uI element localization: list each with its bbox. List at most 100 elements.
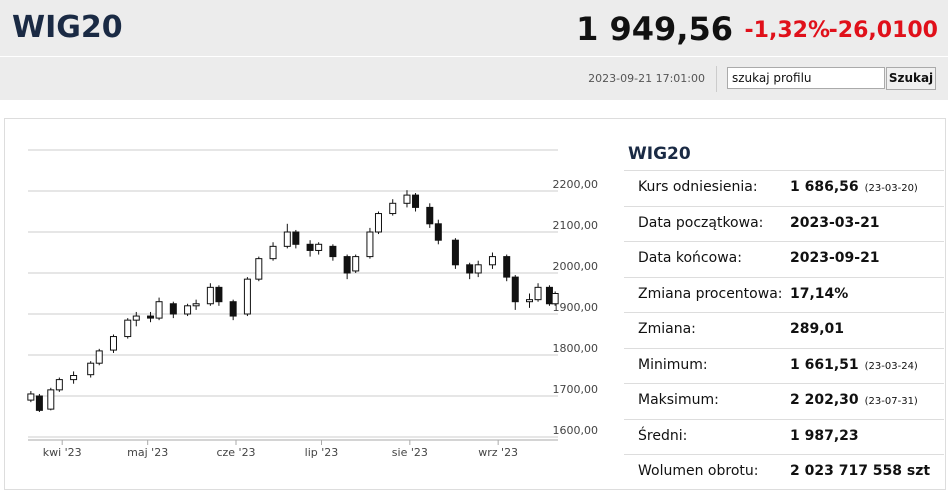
candle-body (451, 239, 459, 266)
candle-body (155, 301, 163, 319)
stats-row: Data początkowa: 2023-03-21 (624, 205, 944, 242)
candle-body (132, 315, 140, 321)
stat-label: Kurs odniesienia: (638, 179, 758, 195)
candle-body (474, 264, 482, 274)
stat-value: 2 202,30 (23-07-31) (790, 392, 918, 408)
separator (0, 56, 948, 57)
candle-body (229, 301, 237, 317)
stat-label: Maksimum: (638, 392, 719, 408)
x-tick-label: sie '23 (392, 446, 428, 459)
candle-body (283, 231, 291, 247)
stat-note: (23-03-20) (864, 183, 918, 194)
candle-body (47, 389, 55, 410)
search-button[interactable]: Szukaj (886, 67, 936, 90)
candle-body (551, 293, 559, 305)
search-input[interactable]: szukaj profilu (727, 67, 885, 89)
y-tick-label: 2100,00 (553, 219, 599, 232)
y-tick-label: 2200,00 (553, 178, 599, 191)
change-pct: -1,32% (744, 18, 830, 43)
candle-body (215, 286, 223, 303)
stats-row: Minimum: 1 661,51 (23-03-24) (624, 347, 944, 384)
stat-value: 289,01 (790, 321, 845, 337)
candle-body (426, 206, 434, 225)
candle-body (35, 395, 43, 411)
candle-body (503, 256, 511, 278)
candle-body (488, 256, 496, 266)
stats-row: Zmiana procentowa: 17,14% (624, 276, 944, 313)
candle-body (511, 276, 519, 303)
y-tick-label: 2000,00 (553, 260, 599, 273)
candle-body (366, 231, 374, 258)
candle-body (169, 303, 177, 315)
candle-body (243, 278, 251, 315)
candle-body (389, 202, 397, 215)
stats-row: Wolumen obrotu: 2 023 717 558 szt (624, 454, 944, 490)
stat-label: Data początkowa: (638, 214, 764, 231)
candle-body (292, 231, 300, 245)
candle-body (269, 245, 277, 260)
candle-body (352, 256, 360, 272)
candle-body (192, 303, 200, 307)
panel-title: WIG20 (628, 144, 691, 164)
candle-body (466, 264, 474, 274)
candle-body (55, 379, 63, 391)
stat-label: Data końcowa: (638, 250, 742, 266)
stat-label: Zmiana procentowa: (638, 285, 783, 302)
candle-body (374, 213, 382, 233)
change: -26,0100 (828, 18, 938, 43)
candle-body (124, 319, 132, 338)
x-tick-label: lip '23 (305, 446, 339, 459)
stat-value: 1 661,51 (23-03-24) (790, 356, 918, 373)
candle-body (526, 299, 534, 303)
candle-body (255, 258, 263, 280)
candle-body (70, 375, 78, 381)
y-tick-label: 1700,00 (553, 383, 599, 396)
stat-value: 2023-09-21 (790, 250, 880, 266)
candle-body (434, 223, 442, 241)
candle-body (534, 286, 542, 301)
candle-body (343, 256, 351, 274)
candle-body (109, 336, 117, 351)
stat-value: 1 686,56 (23-03-20) (790, 179, 918, 195)
x-tick-label: cze '23 (216, 446, 255, 459)
y-tick-label: 1800,00 (553, 342, 599, 355)
candle-body (147, 315, 155, 319)
chart: 1600,00 1700,00 1800,00 1900,00 2000,00 2100,… (27, 149, 599, 459)
stat-label: Średni: (638, 427, 688, 444)
divider (716, 66, 717, 92)
stat-value: 2023-03-21 (790, 214, 880, 231)
stats-row: Kurs odniesienia: 1 686,56 (23-03-20) (624, 170, 944, 206)
stat-note: (23-03-24) (864, 360, 918, 372)
candle-body (184, 305, 192, 315)
candle-body (315, 243, 323, 251)
candle-body (329, 245, 337, 258)
x-tick-label: maj '23 (127, 446, 168, 459)
candle-body (412, 194, 420, 208)
candle-body (87, 362, 95, 376)
x-tick-label: wrz '23 (478, 446, 518, 459)
stat-label: Wolumen obrotu: (638, 463, 759, 479)
index-title: WIG20 (12, 10, 123, 45)
stat-label: Minimum: (638, 356, 708, 373)
stats-table: Kurs odniesienia: 1 686,56 (23-03-20) Data … (624, 170, 944, 490)
stat-value: 17,14% (790, 285, 849, 302)
y-tick-label: 1600,00 (553, 424, 599, 437)
candle-body (545, 286, 553, 305)
stat-label: Zmiana: (638, 321, 696, 337)
candle-body (95, 350, 103, 364)
candle-body (306, 243, 314, 251)
stats-row: Maksimum: 2 202,30 (23-07-31) (624, 383, 944, 419)
candle-body (206, 286, 214, 305)
price: 1 949,56 (576, 10, 733, 48)
candle-body (27, 393, 35, 401)
stats-row: Średni: 1 987,23 (624, 418, 944, 455)
stats-row: Zmiana: 289,01 (624, 312, 944, 348)
stats-row: Data końcowa: 2023-09-21 (624, 241, 944, 277)
datetime: 2023-09-21 17:01:00 (588, 72, 705, 85)
y-tick-label: 1900,00 (553, 301, 599, 314)
stat-value: 2 023 717 558 szt (790, 463, 931, 479)
header-bar: WIG20 1 949,56 -1,32% -26,0100 2023-09-2… (0, 0, 948, 100)
stat-value: 1 987,23 (790, 427, 859, 444)
x-tick-label: kwi '23 (43, 446, 82, 459)
